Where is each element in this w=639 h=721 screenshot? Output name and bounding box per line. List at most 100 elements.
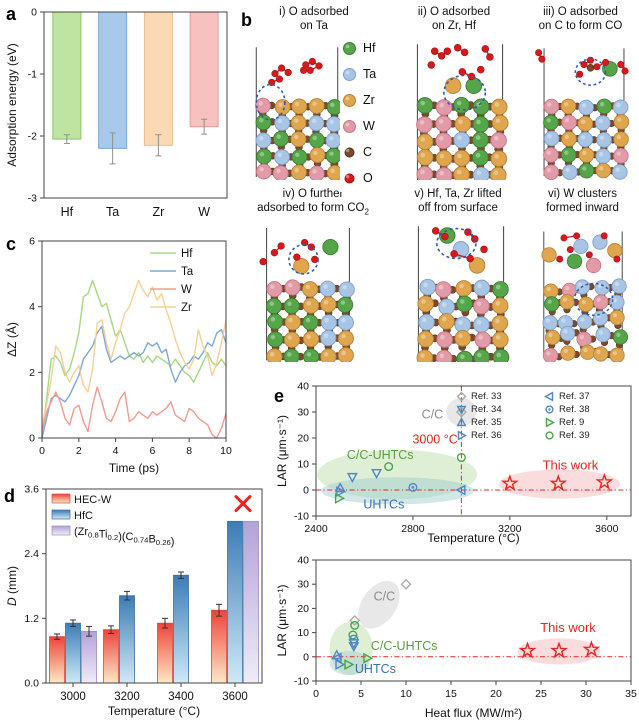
atom-Zr xyxy=(577,116,594,132)
atom-O xyxy=(576,70,584,78)
x-tick-label: 3200 xyxy=(498,523,522,535)
atom-icon-Zr xyxy=(343,93,356,107)
point-Thiswork xyxy=(582,640,601,658)
structure-title-i: i) O adsorbed on Ta xyxy=(279,6,349,32)
atom-Hf xyxy=(492,348,510,362)
atom-highlight xyxy=(330,168,335,174)
atom-highlight xyxy=(287,352,292,357)
atom-O xyxy=(556,255,564,263)
atom-O xyxy=(586,56,594,64)
atom-highlight xyxy=(617,117,622,122)
panel-e-temperature-scatter: C/C 3000 °C C/C-UHTCs UHTCs This work -10 0 10 2… xyxy=(270,376,639,551)
atom-O xyxy=(621,67,629,75)
atom-highlight xyxy=(440,334,445,340)
atom-highlight xyxy=(323,284,328,289)
legend-label: Ref. 37 xyxy=(559,391,590,402)
atom-Zr xyxy=(284,314,301,331)
atom-highlight xyxy=(311,118,317,124)
bar-HfC-3400 xyxy=(173,574,189,684)
atom-W xyxy=(473,297,490,315)
atom-highlight xyxy=(420,100,426,106)
atom-W xyxy=(435,115,452,132)
atom-O xyxy=(268,78,276,86)
bar-(ZrTi)(CB)-3000 xyxy=(81,630,97,684)
point-Ref.36 xyxy=(335,659,346,670)
atom-Ta xyxy=(543,130,560,147)
atom-Hf xyxy=(302,314,319,331)
atom-highlight xyxy=(475,135,481,140)
y-tick-label: 0 xyxy=(303,485,309,497)
atom-highlight xyxy=(615,167,620,172)
atom-highlight xyxy=(596,297,601,302)
atom-highlight xyxy=(616,134,622,140)
atom-highlight xyxy=(495,301,501,306)
atom-Hf xyxy=(265,297,283,315)
legend-swatch xyxy=(51,525,71,536)
atom-O xyxy=(602,58,610,66)
atom-highlight xyxy=(278,102,283,108)
point-Ref.38 xyxy=(411,486,415,489)
atom-O xyxy=(617,61,625,69)
lifted-atom-C xyxy=(586,64,595,72)
highlight-ellipse xyxy=(288,244,319,275)
atom-highlight xyxy=(546,167,552,173)
atom-O xyxy=(613,255,621,263)
atom-W xyxy=(543,147,559,163)
bar-W xyxy=(189,11,219,128)
atom-highlight xyxy=(458,320,463,325)
highlight-ellipse xyxy=(574,58,607,86)
atom-highlight xyxy=(276,134,281,139)
atom-W xyxy=(255,163,272,180)
scatter-point xyxy=(457,430,467,441)
x-tick-label: 0 xyxy=(39,445,45,457)
atom-O xyxy=(538,55,546,63)
circle-icon xyxy=(545,431,554,440)
x-tick-label: 6 xyxy=(149,445,155,457)
atom-Hf xyxy=(578,162,595,179)
point-Ref.37 xyxy=(455,484,466,496)
x-axis-label: Temperature (°C) xyxy=(108,704,200,718)
atom-highlight xyxy=(614,281,620,287)
panel-label-c: c xyxy=(6,234,17,254)
element-legend: Hf Ta Zr W C O xyxy=(340,34,379,192)
atom-W xyxy=(435,281,452,298)
element-legend-label: O xyxy=(363,171,373,185)
atom-Zr xyxy=(490,150,508,168)
atom-highlight xyxy=(582,150,587,156)
element-legend-label: C xyxy=(363,145,373,159)
atom-Ta xyxy=(473,316,490,333)
lifted-atom-Zr xyxy=(541,247,557,263)
atom-highlight xyxy=(438,119,444,124)
atom-icon-O xyxy=(344,173,355,183)
atom-W xyxy=(436,331,453,348)
point-Thiswork xyxy=(500,474,519,492)
atom-highlight xyxy=(306,301,312,306)
atom-Ta xyxy=(609,294,625,310)
atom-highlight xyxy=(457,153,462,159)
atom-highlight xyxy=(561,318,566,323)
atom-Zr xyxy=(453,149,471,167)
atom-O xyxy=(480,245,488,254)
atom-Hf xyxy=(612,329,629,345)
atom-W xyxy=(435,349,453,362)
atom-Hf xyxy=(472,98,490,116)
atom-Zr xyxy=(609,347,625,362)
atom-O xyxy=(427,61,435,69)
y-tick-label: -3 xyxy=(28,193,37,205)
atom-highlight xyxy=(460,354,465,360)
legend-label: HEC-W xyxy=(74,494,112,506)
legend-item-Ref.37: Ref. 37 xyxy=(544,390,630,403)
atom-highlight xyxy=(475,152,481,158)
atom-highlight xyxy=(563,348,568,354)
atom-highlight xyxy=(329,119,334,125)
tri-right-icon xyxy=(457,430,467,441)
diamond-icon xyxy=(456,391,467,402)
element-legend-item-Ta: Ta xyxy=(342,61,376,87)
y-axis-label: LAR (μm·s⁻¹) xyxy=(275,415,289,487)
atom-Ta xyxy=(274,149,290,166)
atom-Zr xyxy=(416,133,434,151)
atom-Zr xyxy=(578,296,594,312)
atom-Zr xyxy=(417,295,434,313)
atom-Zr xyxy=(309,147,326,164)
lifted-atom-Zr xyxy=(444,77,462,94)
